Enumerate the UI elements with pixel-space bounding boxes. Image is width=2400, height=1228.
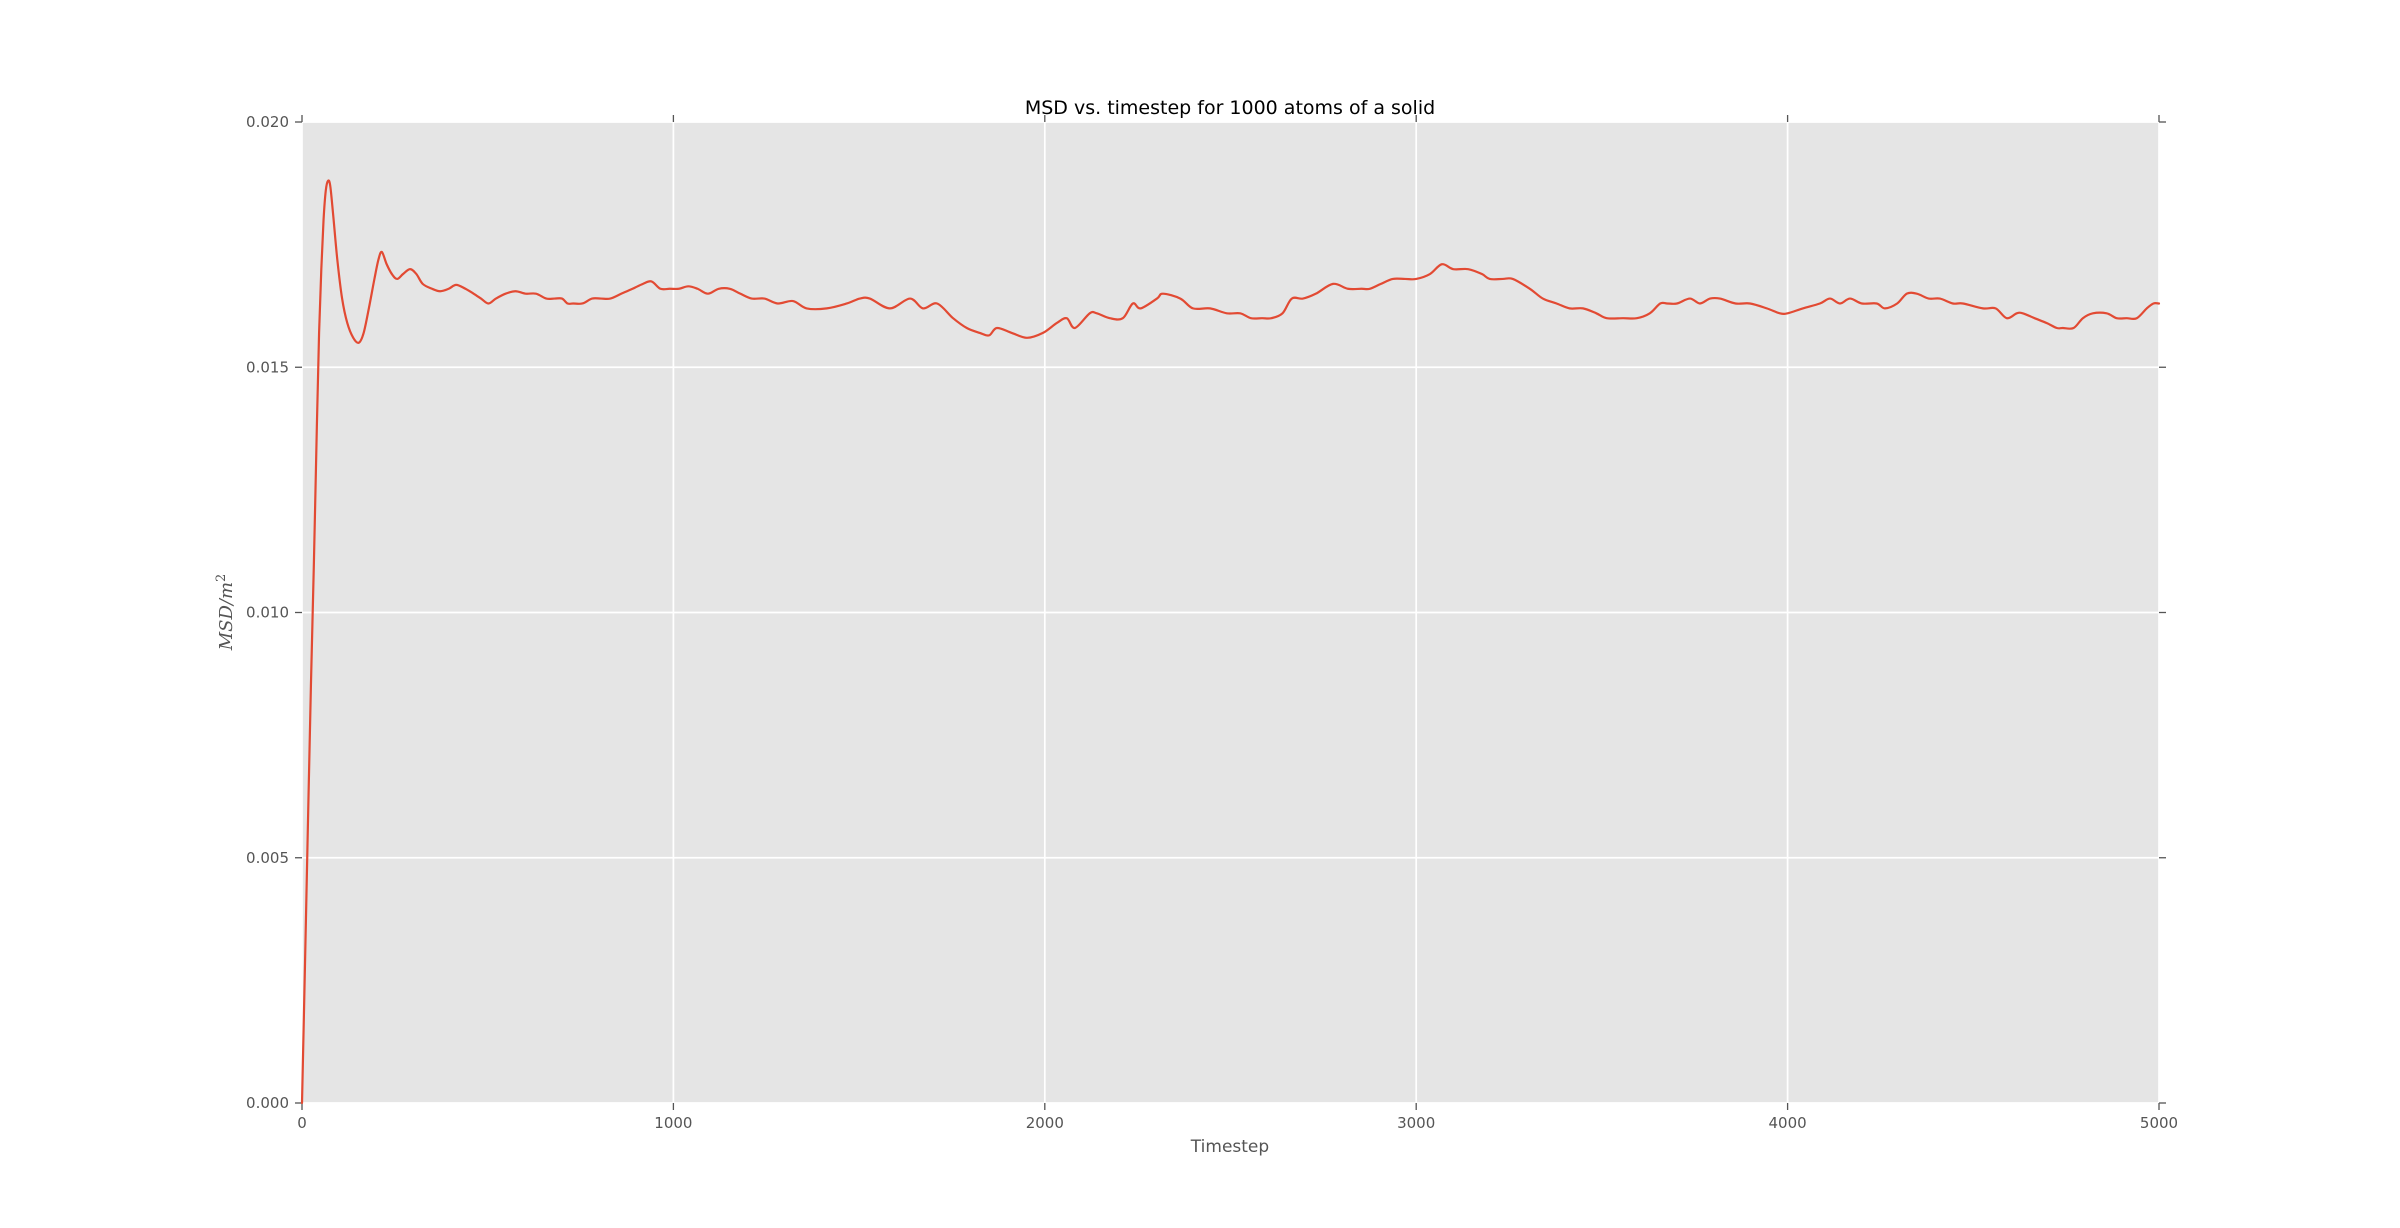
msd-series-line <box>300 179 2161 1105</box>
y-tick-label: 0.010 <box>246 604 289 622</box>
tick-label-layer: 0 1000 2000 3000 4000 5000 0.000 0.005 0.010 0.01… <box>246 113 2178 1132</box>
y-axis-label-superscript: 2 <box>214 574 229 582</box>
y-axis-label: MSD/m2 <box>214 574 237 652</box>
y-tick-label: 0.020 <box>246 113 289 131</box>
chart-title: MSD vs. timestep for 1000 atoms of a sol… <box>1025 97 1435 119</box>
x-tick-label: 5000 <box>2140 1114 2178 1132</box>
y-tick-label: 0.000 <box>246 1094 289 1112</box>
y-tick-label: 0.015 <box>246 358 289 376</box>
grid-layer <box>301 121 2160 1104</box>
x-tick-label: 1000 <box>654 1114 692 1132</box>
x-tick-label: 3000 <box>1397 1114 1435 1132</box>
y-axis-label-base: MSD/m <box>216 582 237 651</box>
x-axis-label: Timestep <box>1190 1137 1269 1157</box>
tick-layer <box>295 115 2166 1110</box>
y-tick-label: 0.005 <box>246 849 289 867</box>
x-tick-label: 4000 <box>1769 1114 1807 1132</box>
x-tick-label: 2000 <box>1026 1114 1064 1132</box>
x-tick-label: 0 <box>297 1114 307 1132</box>
